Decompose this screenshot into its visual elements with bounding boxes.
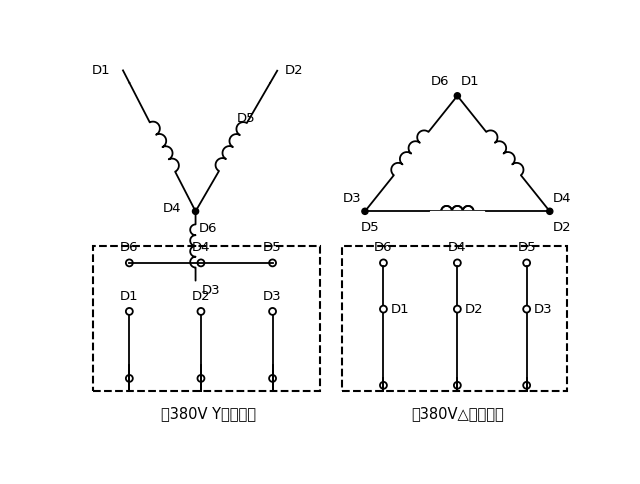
Text: D6: D6: [198, 222, 217, 235]
Text: D1: D1: [461, 75, 480, 88]
Text: D1: D1: [120, 290, 139, 303]
Text: ～380V Y形接线法: ～380V Y形接线法: [161, 407, 256, 421]
Text: D2: D2: [464, 302, 483, 316]
Circle shape: [362, 208, 368, 214]
Text: D6: D6: [431, 75, 450, 88]
Text: D2: D2: [285, 64, 303, 77]
Circle shape: [547, 208, 553, 214]
Text: D1: D1: [92, 64, 111, 77]
Circle shape: [193, 208, 198, 214]
Text: D1: D1: [390, 302, 409, 316]
Circle shape: [454, 93, 460, 99]
Text: D5: D5: [361, 221, 380, 234]
Text: ～380V△形接线法: ～380V△形接线法: [411, 407, 504, 421]
Text: D4: D4: [163, 202, 182, 215]
Text: D2: D2: [553, 221, 572, 234]
Text: D3: D3: [202, 285, 220, 298]
Text: D5: D5: [517, 242, 536, 255]
Text: D5: D5: [237, 112, 255, 125]
Text: D3: D3: [534, 302, 552, 316]
Text: D6: D6: [120, 242, 139, 255]
Text: D4: D4: [448, 242, 467, 255]
Text: D2: D2: [191, 290, 211, 303]
Text: D3: D3: [263, 290, 282, 303]
Text: D4: D4: [192, 242, 210, 255]
Text: D3: D3: [342, 192, 361, 205]
Text: D6: D6: [374, 242, 393, 255]
Text: D5: D5: [263, 242, 282, 255]
Text: D4: D4: [553, 192, 572, 205]
